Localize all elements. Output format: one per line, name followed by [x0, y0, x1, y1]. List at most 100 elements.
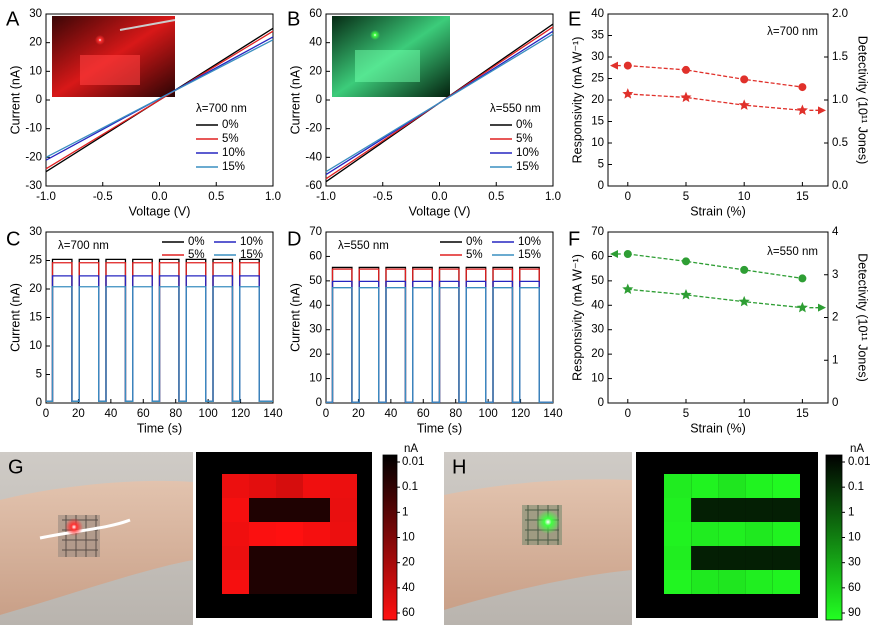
data-point [798, 274, 807, 283]
y-tick-label: 20 [591, 348, 604, 360]
heatmap-cell [718, 498, 746, 522]
y-tick-label: 25 [29, 255, 42, 267]
colorbar-tick-label: 1 [402, 506, 408, 518]
data-point [681, 65, 690, 74]
heatmap-cell [276, 570, 303, 594]
x-tick-label: 0.0 [152, 191, 168, 203]
y-tick-label: 35 [591, 30, 604, 42]
panel-label: F [568, 228, 580, 250]
y2-tick-label: 1.5 [832, 51, 848, 63]
x-tick-label: 100 [199, 408, 218, 420]
y-tick-label: 25 [591, 73, 604, 85]
heatmap-cell [772, 522, 800, 546]
x-axis-label: Strain (%) [690, 421, 746, 435]
y-tick-label: 15 [29, 312, 42, 324]
panel-label: B [287, 8, 300, 30]
y-tick-label: 30 [29, 226, 42, 238]
heatmap-cell [664, 522, 692, 546]
data-point [798, 83, 807, 92]
y2-tick-label: 2.0 [832, 8, 848, 20]
heatmap-cell [691, 498, 719, 522]
colorbar-tick-label: 0.01 [402, 456, 424, 468]
heatmap-cell [249, 522, 276, 546]
x-tick-label: 140 [543, 408, 562, 420]
panel-label: D [287, 228, 301, 250]
y-axis-label: Responsivity (mA W⁻¹) [570, 254, 584, 381]
heatmap-cell [303, 498, 330, 522]
y-tick-label: 60 [309, 8, 322, 20]
heatmap-cell [330, 522, 357, 546]
y-tick-label: 20 [29, 37, 42, 49]
inset-photo-b [332, 16, 450, 97]
y-tick-label: -30 [25, 180, 42, 192]
y-tick-label: 5 [36, 369, 42, 381]
heatmap-cell [691, 522, 719, 546]
y2-axis-label: Detectivity (10¹¹ Jones) [856, 36, 870, 165]
y-axis-label: Current (nA) [288, 66, 302, 135]
x-tick-label: 5 [683, 191, 689, 203]
annotation: λ=700 nm [767, 26, 818, 38]
legend-label: 15% [518, 249, 541, 261]
data-point [680, 91, 692, 103]
x-tick-label: 15 [796, 191, 809, 203]
y-tick-label: 15 [591, 116, 604, 128]
heatmap-cell [691, 546, 719, 570]
y-tick-label: 0 [316, 397, 322, 409]
x-tick-label: 120 [231, 408, 250, 420]
colorbar-tick-label: 0.1 [848, 481, 864, 493]
heatmap-cell [664, 498, 692, 522]
heatmap-cell [330, 546, 357, 570]
x-tick-label: 20 [72, 408, 85, 420]
data-point [796, 104, 808, 116]
panel-label: H [452, 456, 466, 478]
x-tick-label: -0.5 [93, 191, 113, 203]
y-tick-label: 40 [309, 299, 322, 311]
legend-label: 5% [466, 249, 483, 261]
y-tick-label: -20 [25, 151, 42, 163]
heatmap-cell [276, 498, 303, 522]
colorbar-unit: nA [850, 443, 864, 455]
x-tick-label: 0 [625, 191, 631, 203]
x-axis-label: Strain (%) [690, 204, 746, 218]
colorbar-tick-label: 40 [402, 582, 415, 594]
annotation: λ=700 nm [58, 240, 109, 252]
y-tick-label: 20 [309, 348, 322, 360]
y-axis-label: Current (nA) [8, 66, 22, 135]
x-tick-label: 60 [417, 408, 430, 420]
y2-tick-label: 3 [832, 269, 838, 281]
data-point [623, 61, 632, 70]
legend-label: 15% [516, 161, 539, 173]
y-tick-label: 20 [309, 65, 322, 77]
colorbar-tick-label: 10 [848, 532, 861, 544]
y-tick-label: 20 [591, 94, 604, 106]
heatmap-cell [718, 474, 746, 498]
data-point [738, 99, 750, 110]
legend-label: 10% [518, 236, 541, 248]
heatmap-cell [276, 522, 303, 546]
x-tick-label: 20 [352, 408, 365, 420]
heatmap-cell [303, 570, 330, 594]
heatmap-cell [222, 546, 249, 570]
y-tick-label: 10 [309, 373, 322, 385]
heatmap-cell [691, 570, 719, 594]
annotation: λ=550 nm [338, 240, 389, 252]
heatmap-cell [249, 546, 276, 570]
heatmap-cell [276, 546, 303, 570]
heatmap-cell [718, 522, 746, 546]
y2-axis-label: Detectivity (10¹¹ Jones) [856, 253, 870, 382]
heatmap-cell [249, 570, 276, 594]
y-tick-label: 20 [29, 283, 42, 295]
heatmap-cell [745, 522, 773, 546]
annotation: λ=550 nm [767, 246, 818, 258]
heatmap-cell [745, 546, 773, 570]
colorbar-tick-label: 60 [402, 607, 415, 619]
y-axis-label: Current (nA) [288, 283, 302, 352]
data-point [740, 265, 749, 274]
y2-tick-label: 1 [832, 354, 838, 366]
colorbar-tick-label: 30 [848, 557, 861, 569]
plot-frame [325, 231, 554, 404]
heatmap-cell [772, 570, 800, 594]
y2-tick-label: 2 [832, 312, 838, 324]
colorbar-tick-label: 90 [848, 607, 861, 619]
y-tick-label: 30 [591, 51, 604, 63]
